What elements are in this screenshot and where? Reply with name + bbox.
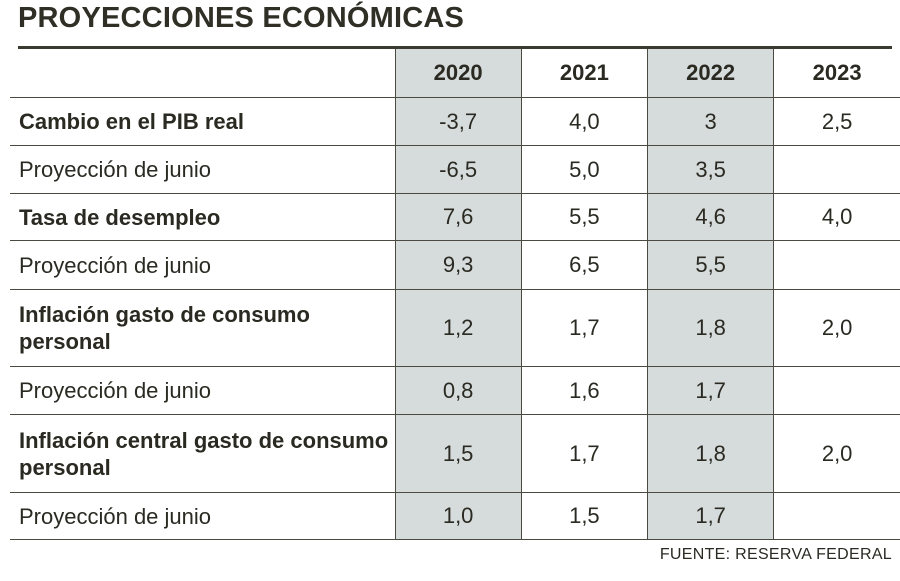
column-header-2021: 2021 bbox=[520, 49, 648, 98]
cell-value: 3,5 bbox=[646, 145, 774, 194]
table-row-desempleo-junio: Proyección de junio 9,3 6,5 5,5 bbox=[10, 240, 900, 290]
header-empty-cell bbox=[10, 49, 395, 98]
cell-value: 7,6 bbox=[394, 193, 522, 241]
table-row-inflacion-pce: Inflación gasto de consumo personal 1,2 … bbox=[10, 289, 900, 367]
cell-value: -6,5 bbox=[394, 145, 522, 194]
table-row-pib-real: Cambio en el PIB real -3,7 4,0 3 2,5 bbox=[10, 97, 900, 146]
cell-value: 1,6 bbox=[520, 366, 648, 415]
cell-value: 1,7 bbox=[646, 492, 774, 540]
cell-value: 1,5 bbox=[520, 492, 648, 540]
cell-value: 4,6 bbox=[646, 193, 774, 241]
row-label: Tasa de desempleo bbox=[10, 193, 395, 241]
cell-value: 3 bbox=[646, 97, 774, 146]
row-label: Proyección de junio bbox=[10, 366, 395, 415]
cell-value: -3,7 bbox=[394, 97, 522, 146]
cell-value: 5,5 bbox=[646, 240, 774, 290]
cell-value bbox=[773, 240, 900, 290]
cell-value: 1,7 bbox=[520, 289, 648, 367]
cell-value: 0,8 bbox=[394, 366, 522, 415]
cell-value: 1,8 bbox=[646, 414, 774, 493]
column-header-2023: 2023 bbox=[773, 49, 900, 98]
cell-value: 1,2 bbox=[394, 289, 522, 367]
title-underline bbox=[18, 46, 892, 49]
row-label: Cambio en el PIB real bbox=[10, 97, 395, 146]
table-row-pib-junio: Proyección de junio -6,5 5,0 3,5 bbox=[10, 145, 900, 194]
cell-value: 1,7 bbox=[646, 366, 774, 415]
cell-value: 2,0 bbox=[773, 289, 900, 367]
table-row-desempleo: Tasa de desempleo 7,6 5,5 4,6 4,0 bbox=[10, 193, 900, 241]
cell-value: 1,7 bbox=[520, 414, 648, 493]
row-label: Inflación gasto de consumo personal bbox=[10, 289, 395, 367]
row-label: Inflación central gasto de consumo perso… bbox=[10, 414, 395, 493]
cell-value: 2,0 bbox=[773, 414, 900, 493]
column-header-2022: 2022 bbox=[646, 49, 774, 98]
cell-value: 1,5 bbox=[394, 414, 522, 493]
projections-table: 2020 2021 2022 2023 Cambio en el PIB rea… bbox=[10, 49, 900, 540]
source-note: FUENTE: RESERVA FEDERAL bbox=[659, 546, 892, 563]
table-row-inflacion-pce-junio: Proyección de junio 0,8 1,6 1,7 bbox=[10, 366, 900, 415]
cell-value: 4,0 bbox=[520, 97, 648, 146]
cell-value: 6,5 bbox=[520, 240, 648, 290]
cell-value: 4,0 bbox=[773, 193, 900, 241]
cell-value: 2,5 bbox=[773, 97, 900, 146]
cell-value: 5,5 bbox=[520, 193, 648, 241]
row-label: Proyección de junio bbox=[10, 145, 395, 194]
cell-value bbox=[773, 366, 900, 415]
column-header-2020: 2020 bbox=[394, 49, 522, 98]
cell-value: 9,3 bbox=[394, 240, 522, 290]
cell-value: 5,0 bbox=[520, 145, 648, 194]
cell-value: 1,8 bbox=[646, 289, 774, 367]
cell-value: 1,0 bbox=[394, 492, 522, 540]
row-label: Proyección de junio bbox=[10, 492, 395, 540]
cell-value bbox=[773, 145, 900, 194]
cell-value bbox=[773, 492, 900, 540]
table-row-inflacion-central-junio: Proyección de junio 1,0 1,5 1,7 bbox=[10, 492, 900, 540]
row-label: Proyección de junio bbox=[10, 240, 395, 290]
table-row-inflacion-central: Inflación central gasto de consumo perso… bbox=[10, 414, 900, 493]
chart-title: PROYECCIONES ECONÓMICAS bbox=[18, 2, 465, 34]
header-row: 2020 2021 2022 2023 bbox=[10, 49, 900, 98]
